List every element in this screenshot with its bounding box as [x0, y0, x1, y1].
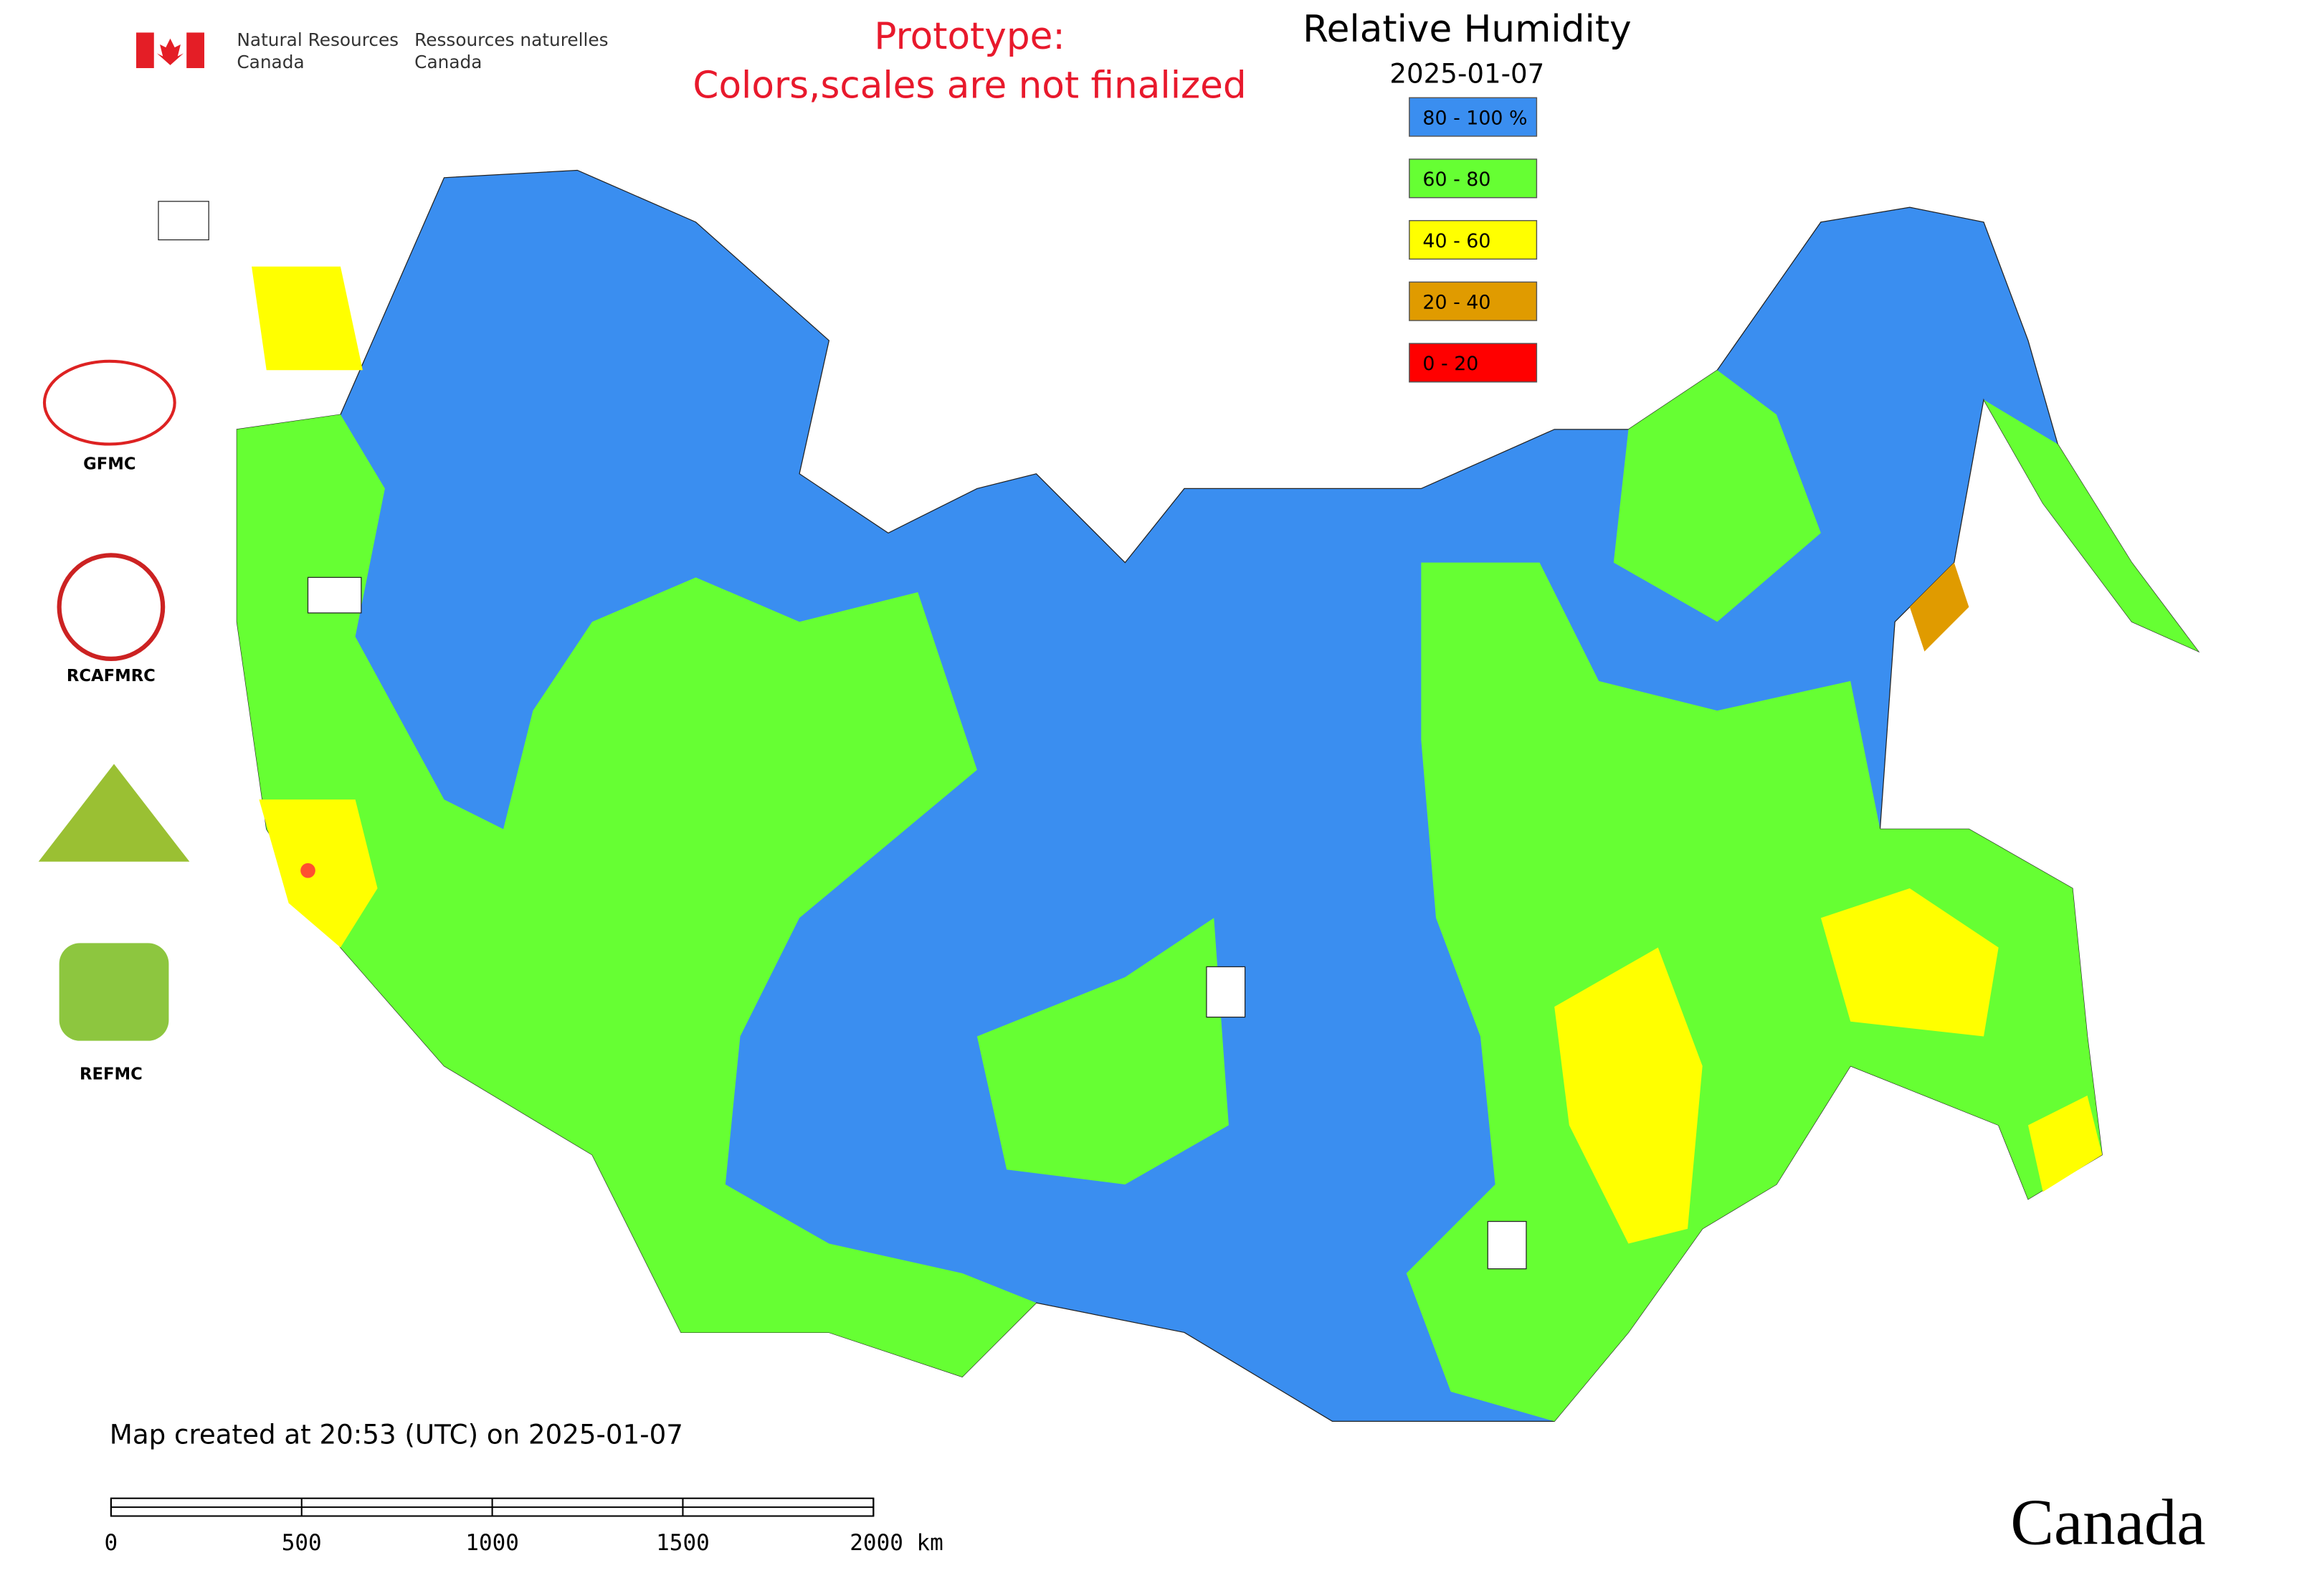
- map-logo: [1206, 966, 1246, 1018]
- land-very-dry: [300, 863, 315, 878]
- dept-en: Natural Resources: [237, 29, 399, 50]
- footer-note: Map created at 20:53 (UTC) on 2025-01-07: [110, 1419, 683, 1450]
- logo-label: RCAFMRC: [67, 667, 156, 685]
- scale-label: 1000: [465, 1530, 519, 1556]
- dept-fr: Canada: [414, 52, 482, 72]
- map-logo: [158, 201, 209, 241]
- legend-label: 40 - 60: [1422, 230, 1490, 252]
- legend-label: 60 - 80: [1422, 168, 1490, 191]
- legend-label: 20 - 40: [1422, 292, 1490, 314]
- legend-swatch: [1409, 219, 1538, 260]
- notice: Colors,scales are not finalized: [693, 64, 1246, 107]
- reefmc-logo: [38, 764, 190, 862]
- legend-swatch: [1409, 158, 1538, 199]
- land-moderate: [1984, 399, 2199, 652]
- legend-swatch: [1409, 343, 1538, 383]
- gfmc-logo: [42, 359, 176, 446]
- title: Relative Humidity: [1303, 8, 1632, 51]
- land-dry: [259, 799, 378, 948]
- notice: Prototype:: [874, 15, 1065, 58]
- legend-label: 80 - 100 %: [1422, 107, 1527, 129]
- scale-label: 500: [282, 1530, 322, 1556]
- map-logo: [1487, 1220, 1527, 1270]
- wordmark: Canada: [2010, 1486, 2205, 1559]
- map-logo: [307, 576, 362, 614]
- land-dry: [252, 266, 363, 371]
- scale-label: 2000 km: [850, 1530, 943, 1556]
- land-very-dry: [1909, 562, 1969, 652]
- legend-label: 0 - 20: [1422, 353, 1478, 375]
- date: 2025-01-07: [1389, 59, 1544, 90]
- land-moderate: [1406, 562, 2103, 1422]
- dept-fr: Ressources naturelles: [414, 29, 608, 50]
- logo-label: GFMC: [83, 455, 135, 474]
- dept-en: Canada: [237, 52, 304, 72]
- logo-label: REFMC: [80, 1065, 143, 1083]
- fip-flag: [135, 32, 204, 68]
- land-dry: [1554, 947, 1703, 1244]
- scale-label: 1500: [656, 1530, 710, 1556]
- rcafmrc-logo: [57, 553, 166, 661]
- land-moderate: [1613, 370, 1821, 622]
- land-dry: [1820, 888, 1999, 1037]
- legend-swatch: [1409, 97, 1538, 137]
- land-dry: [2027, 1096, 2103, 1192]
- legend-swatch: [1409, 281, 1538, 321]
- map: [158, 169, 2200, 1422]
- legend: 80 - 100 % 60 - 80 40 - 60 20 - 40 0 - 20: [1409, 97, 1538, 383]
- land-moderate: [976, 918, 1229, 1184]
- scale-bar: 0 500 1000 1500 2000 km: [105, 1497, 943, 1556]
- scale-label: 0: [105, 1530, 118, 1556]
- refmc-logo: [59, 943, 169, 1041]
- land-moderate: [237, 414, 1037, 1377]
